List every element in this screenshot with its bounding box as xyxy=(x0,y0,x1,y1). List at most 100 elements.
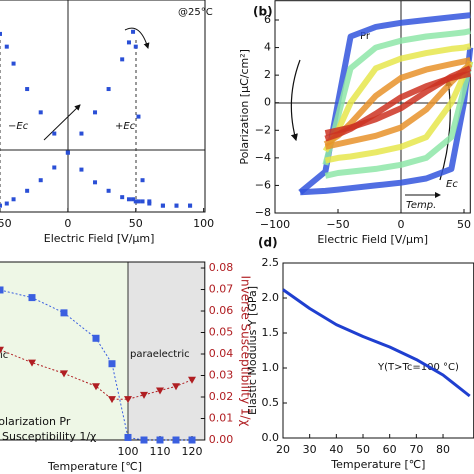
legend-label: Susceptibility 1/χ xyxy=(2,430,97,443)
point xyxy=(4,44,9,49)
x-tick-label: −50 xyxy=(326,218,349,231)
point xyxy=(120,57,125,62)
x-tick-label: −100 xyxy=(260,218,290,231)
y2-tick-label: 0.02 xyxy=(209,390,234,403)
arrow xyxy=(124,27,150,49)
x-tick-label: 30 xyxy=(303,443,317,456)
point xyxy=(106,188,111,193)
y2-tick-label: 0.07 xyxy=(209,283,234,296)
marker xyxy=(0,286,4,294)
point xyxy=(0,203,2,208)
legend-label: Polarization Pr xyxy=(0,415,71,428)
annotation: +Ec xyxy=(115,121,136,132)
y2-tick-label: 0.05 xyxy=(209,326,234,339)
x-tick-label: 50 xyxy=(129,217,143,230)
point xyxy=(38,110,43,115)
point xyxy=(93,110,98,115)
marker xyxy=(156,387,164,395)
annotation: Pr xyxy=(360,31,371,42)
point xyxy=(11,61,16,66)
ferroelectric-region xyxy=(0,262,128,440)
y2-axis-label: Inverse Susceptibility 1/χ xyxy=(238,276,252,427)
point xyxy=(52,165,57,170)
y-tick-label: 0.0 xyxy=(262,431,280,444)
marker xyxy=(28,359,36,367)
x-tick-label: 0 xyxy=(64,217,71,230)
annotation: ic xyxy=(0,350,8,361)
marker xyxy=(172,383,180,391)
marker xyxy=(60,309,68,317)
y-tick-label: 1.0 xyxy=(262,361,280,374)
marker xyxy=(172,436,180,444)
y-tick-label: 6 xyxy=(264,13,271,26)
x-tick-label: 100 xyxy=(193,217,214,230)
point xyxy=(136,199,141,204)
y2-tick-label: 0.03 xyxy=(209,369,234,382)
point xyxy=(11,197,16,202)
y-axis-label: Elastic Modulus Y [GPa] xyxy=(246,286,259,415)
point xyxy=(93,180,98,185)
x-axis-label: Temperature [℃] xyxy=(330,458,425,471)
panel-label: (b) xyxy=(253,5,273,19)
point xyxy=(79,131,84,136)
marker xyxy=(0,346,4,354)
point xyxy=(126,197,131,202)
plot-frame xyxy=(282,262,474,439)
series-line xyxy=(282,288,471,398)
y-tick-label: −6 xyxy=(255,178,271,191)
x-tick-label: −50 xyxy=(0,217,12,230)
point xyxy=(133,44,138,49)
x-tick-label: 20 xyxy=(276,443,290,456)
x-tick-label: 80 xyxy=(436,443,450,456)
x-tick-label: 120 xyxy=(182,445,203,458)
point xyxy=(52,131,57,136)
annotation: Ec xyxy=(446,179,458,190)
point xyxy=(25,87,30,92)
point xyxy=(147,201,152,206)
y2-tick-label: 0.08 xyxy=(209,261,234,274)
marker xyxy=(188,376,196,384)
point xyxy=(79,167,84,172)
marker xyxy=(28,294,36,302)
y-tick-label: −2 xyxy=(255,123,271,136)
point xyxy=(120,195,125,200)
point xyxy=(38,178,43,183)
point xyxy=(65,150,70,155)
point xyxy=(0,31,2,36)
y-axis-label: Polarization [μC/cm²] xyxy=(238,49,251,165)
marker xyxy=(124,396,132,404)
series-line xyxy=(322,28,471,166)
x-axis-label: Temperature [℃] xyxy=(47,460,142,473)
y-tick-label: 2.0 xyxy=(262,291,280,304)
y-tick-label: −4 xyxy=(255,151,271,164)
plot-frame xyxy=(0,261,206,441)
point xyxy=(160,203,165,208)
y2-tick-label: 0.00 xyxy=(209,433,234,446)
annotation: @25°C xyxy=(178,7,213,18)
y-tick-label: 2 xyxy=(264,68,271,81)
x-tick-label: 60 xyxy=(383,443,397,456)
point xyxy=(140,199,145,204)
marker xyxy=(188,436,196,444)
point xyxy=(188,203,193,208)
series-line xyxy=(324,60,474,164)
marker xyxy=(140,391,148,399)
point xyxy=(131,197,136,202)
y-tick-label: 0.5 xyxy=(262,396,280,409)
x-axis-label: Electric Field [V/μm] xyxy=(317,233,428,246)
point xyxy=(136,114,141,119)
panel-label: (d) xyxy=(258,236,278,250)
plot-frame xyxy=(274,0,471,214)
annotation: Y(T>Tc=100 °C) xyxy=(377,362,459,373)
point xyxy=(133,199,138,204)
annotation: paraelectric xyxy=(130,349,190,360)
y-tick-label: 2.5 xyxy=(262,256,280,269)
marker xyxy=(60,370,68,378)
annotation: Temp. xyxy=(406,200,436,211)
point xyxy=(147,199,152,204)
arrow xyxy=(43,104,81,141)
series-line xyxy=(0,349,193,400)
marker xyxy=(140,436,148,444)
series-line xyxy=(0,289,192,441)
